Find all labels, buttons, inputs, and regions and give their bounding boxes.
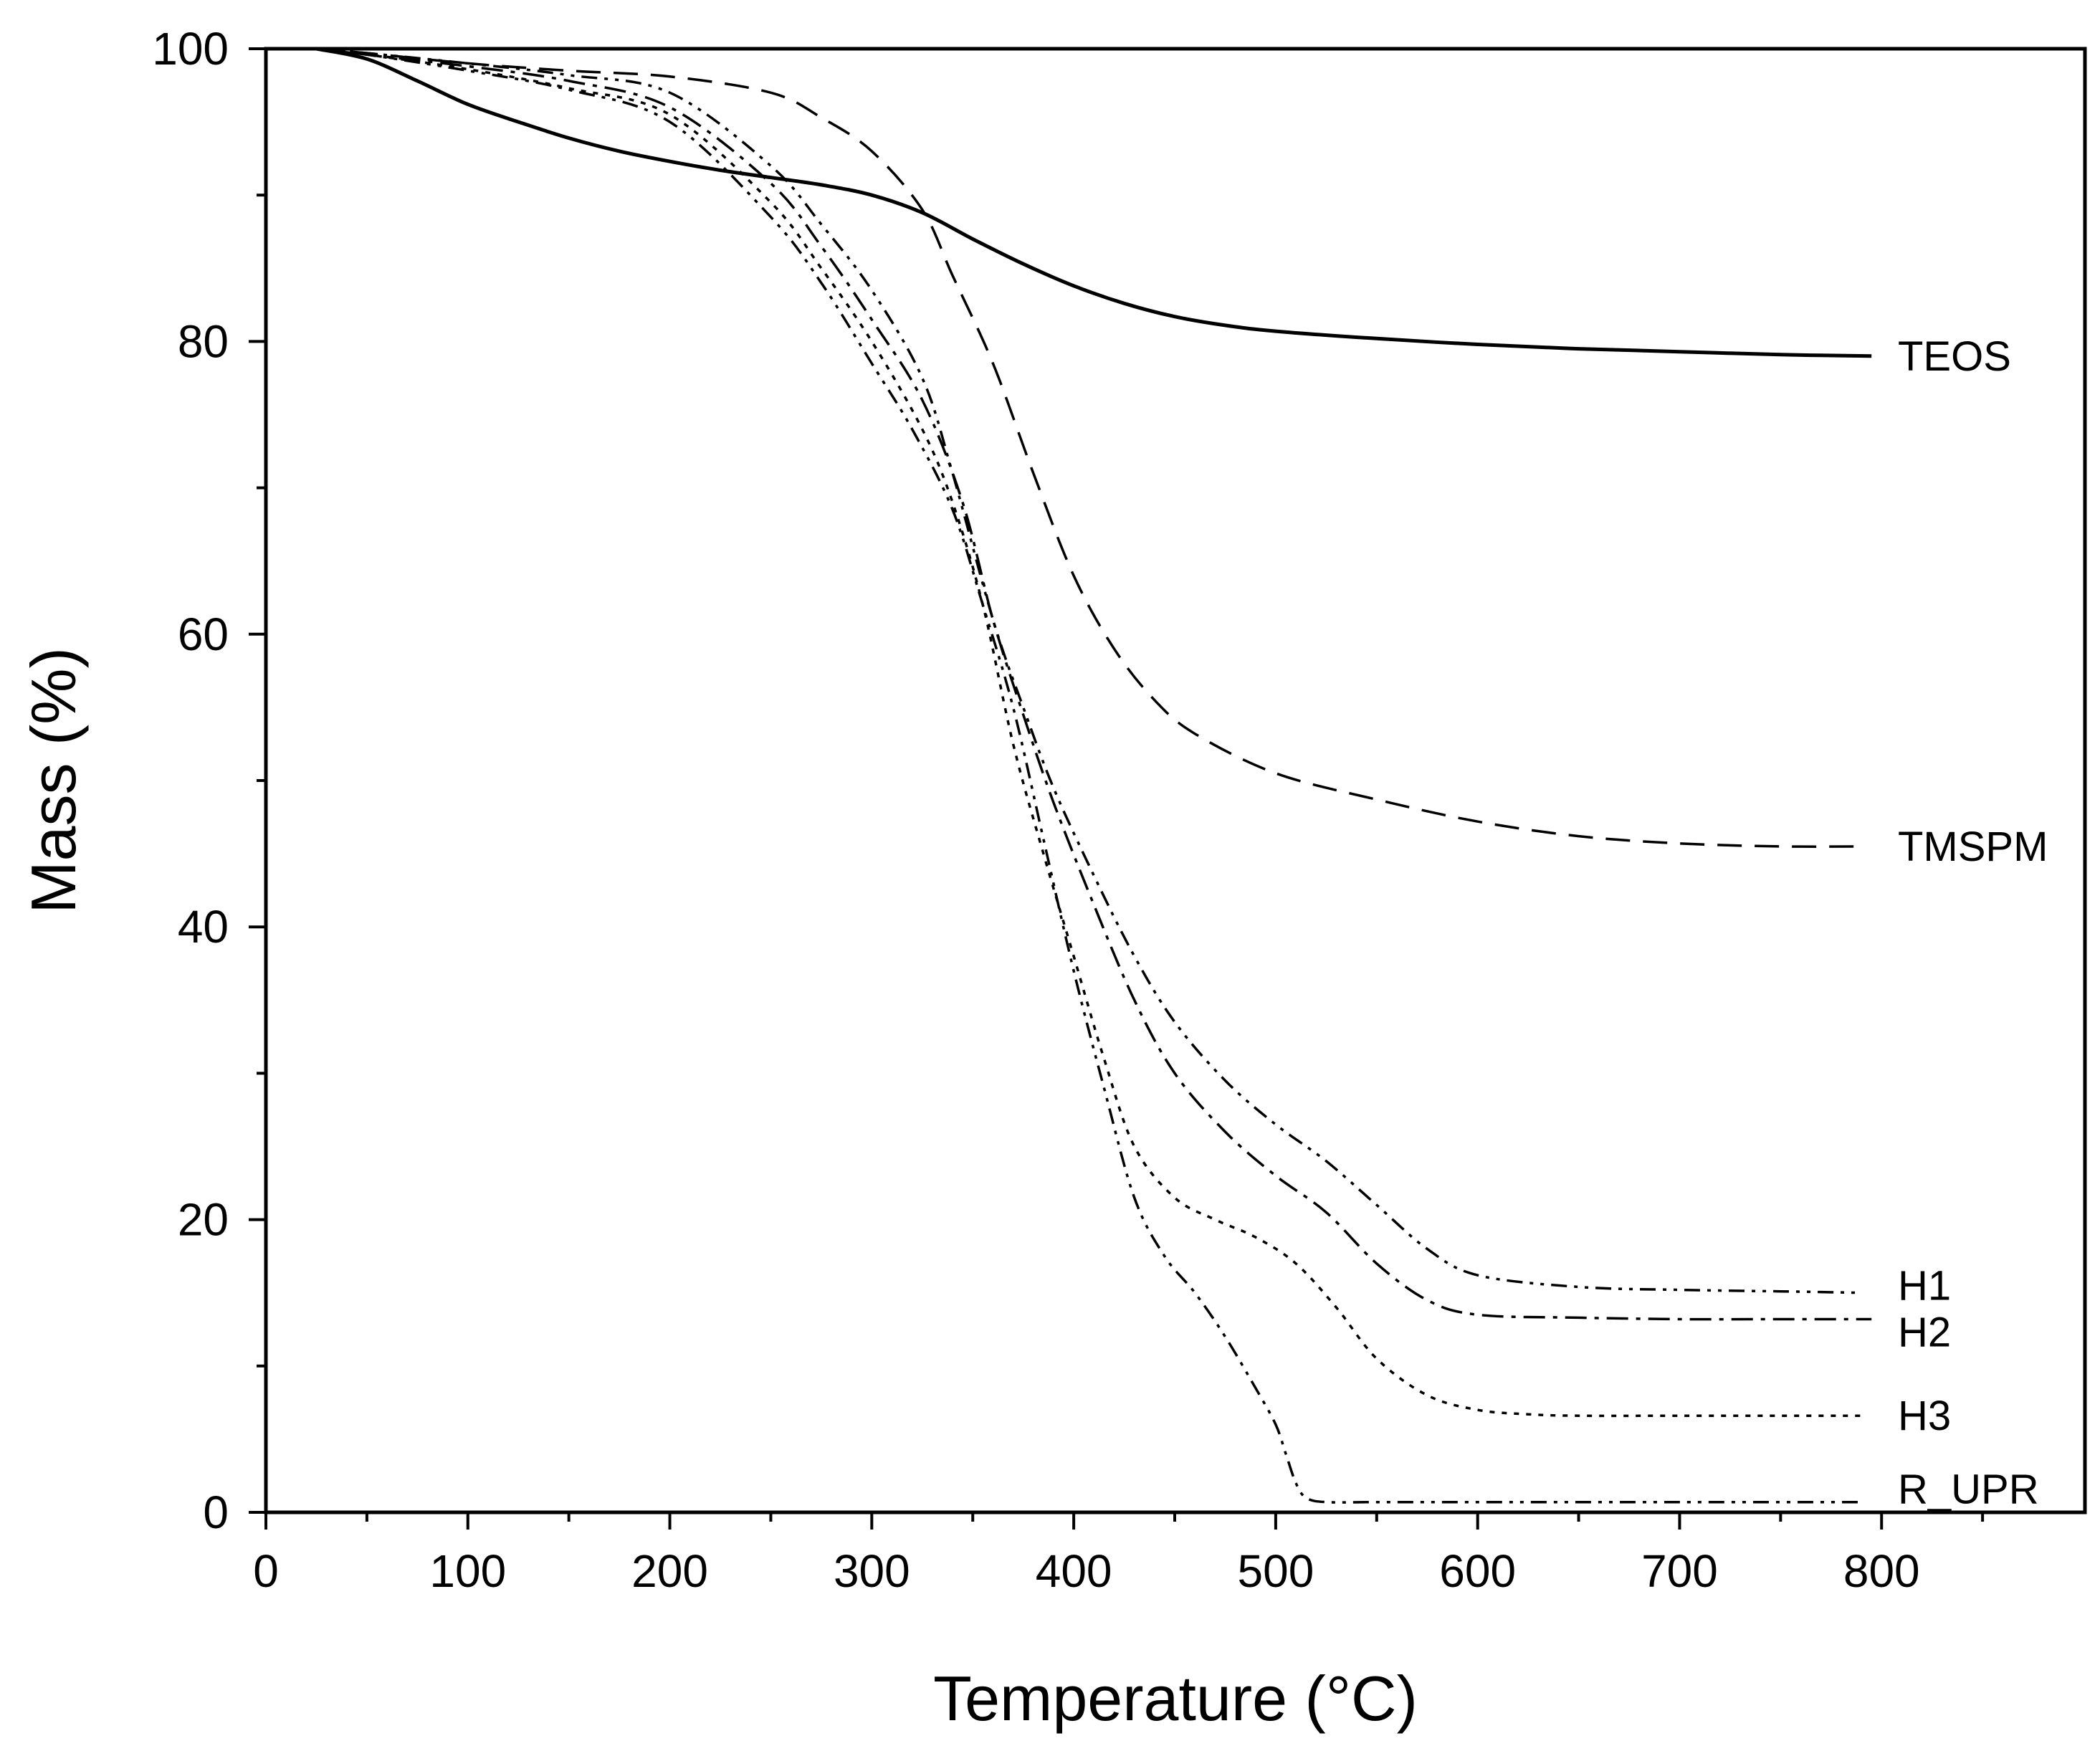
series-line-teos (315, 47, 1872, 358)
series-line-tmspm (316, 47, 1862, 848)
plot-frame (264, 47, 2087, 1514)
series-label-h3: H3 (1898, 1393, 1951, 1439)
series-line-h3 (316, 47, 1862, 1418)
x-tick-label: 700 (1641, 1545, 1718, 1597)
y-tick-label: 20 (178, 1194, 229, 1246)
x-tick-label: 200 (631, 1545, 708, 1597)
series-line-h2 (316, 47, 1872, 1321)
y-axis: 0 20 40 60 80 100 (152, 23, 266, 1538)
x-tick-label: 600 (1439, 1545, 1516, 1597)
x-tick-label: 0 (253, 1545, 279, 1597)
series-label-h1: H1 (1898, 1263, 1951, 1310)
x-tick-label: 100 (429, 1545, 506, 1597)
series-line-h1 (316, 47, 1862, 1294)
series-lines (315, 47, 1872, 1504)
y-tick-label: 60 (178, 609, 229, 660)
y-tick-label: 40 (178, 901, 229, 953)
y-axis-title: Mass (%) (18, 647, 89, 914)
series-line-r-upr (316, 47, 1862, 1504)
series-label-h2: H2 (1898, 1309, 1951, 1355)
y-tick-label: 100 (152, 23, 229, 75)
series-label-teos: TEOS (1898, 333, 2011, 380)
x-axis-title: Temperature (°C) (933, 1663, 1418, 1734)
series-label-tmspm: TMSPM (1898, 824, 2048, 870)
series-label-r-upr: R_UPR (1898, 1466, 2039, 1513)
x-tick-label: 400 (1036, 1545, 1112, 1597)
x-tick-label: 500 (1238, 1545, 1314, 1597)
x-axis: 0 100 200 300 400 500 600 700 800 (253, 1512, 1985, 1597)
y-tick-label: 0 (203, 1487, 229, 1538)
x-tick-label: 300 (834, 1545, 910, 1597)
y-tick-label: 80 (178, 315, 229, 367)
x-tick-label: 800 (1843, 1545, 1920, 1597)
